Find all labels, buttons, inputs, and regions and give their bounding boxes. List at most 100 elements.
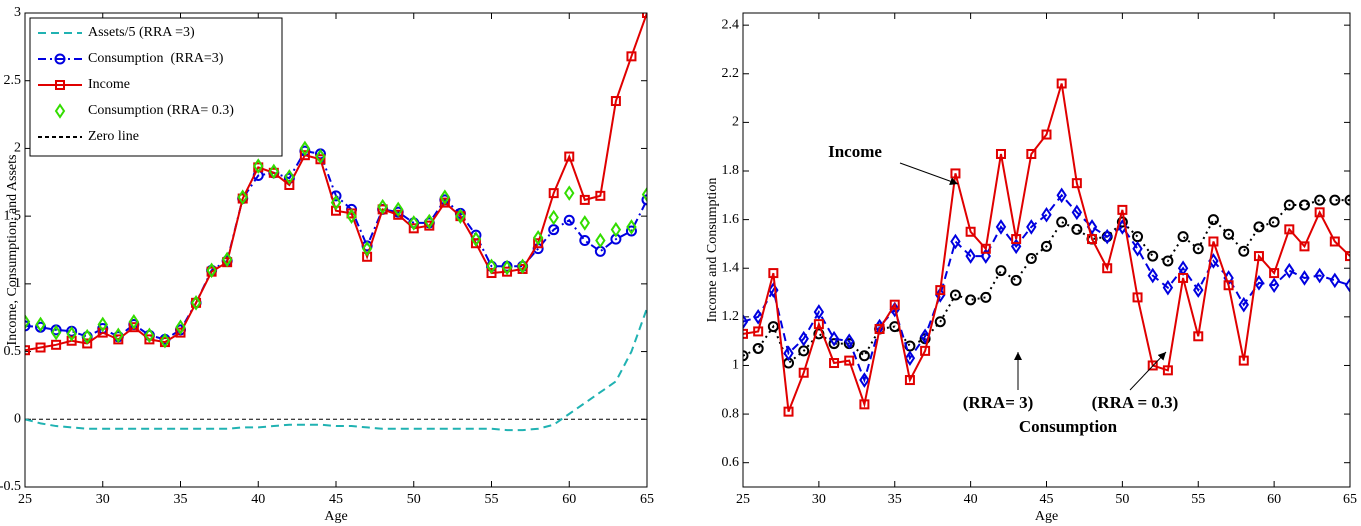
marker (1192, 243, 1204, 255)
marker (362, 251, 373, 262)
marker (564, 185, 575, 201)
marker (315, 148, 326, 165)
y-tick-label: 0 (14, 412, 21, 427)
y-axis-label: Income and Consumption (705, 178, 720, 323)
marker (743, 350, 749, 362)
marker (752, 342, 764, 354)
marker (768, 268, 779, 279)
marker (1162, 279, 1174, 296)
y-tick-label: 0.6 (722, 455, 740, 470)
marker (113, 334, 124, 345)
y-tick-label: 0.8 (722, 406, 740, 421)
marker (1147, 267, 1158, 284)
marker (1041, 206, 1052, 223)
legend-label: Income (88, 77, 130, 92)
x-tick-label: 40 (964, 492, 978, 507)
marker (284, 179, 295, 190)
x-tick-label: 40 (251, 492, 265, 507)
marker (828, 338, 840, 350)
y-tick-label: 0.5 (4, 344, 22, 359)
marker (610, 96, 621, 107)
x-tick-label: 35 (174, 492, 188, 507)
marker (595, 190, 606, 201)
marker (1056, 78, 1067, 89)
y-tick-label: 3 (14, 5, 21, 20)
marker (1162, 365, 1173, 376)
marker (965, 248, 976, 264)
marker (35, 316, 46, 333)
marker (81, 328, 93, 345)
marker (904, 375, 915, 386)
marker (753, 326, 764, 337)
marker (1117, 204, 1128, 215)
plot-area (743, 78, 1350, 417)
marker (486, 258, 497, 275)
marker (1299, 241, 1310, 252)
marker (995, 219, 1007, 235)
marker (144, 327, 155, 344)
marker (175, 319, 186, 335)
marker (1238, 296, 1249, 313)
series-line (743, 193, 1350, 384)
series-line (743, 83, 1350, 413)
marker (377, 198, 388, 215)
y-tick-label: 1.2 (722, 309, 740, 324)
marker (97, 316, 108, 333)
y-tick-label: 2 (732, 115, 739, 130)
marker (610, 221, 622, 238)
x-tick-label: 35 (888, 492, 902, 507)
marker (439, 197, 450, 208)
marker (1147, 250, 1159, 262)
x-tick-label: 50 (1115, 492, 1129, 507)
x-tick-label: 30 (812, 492, 826, 507)
y-tick-label: 1.4 (722, 260, 740, 275)
y-axis-label: Income, Consumption, and Assets (5, 155, 20, 346)
x-tick-label: 25 (736, 492, 750, 507)
annotation-arrow (1129, 351, 1167, 391)
marker (1284, 262, 1295, 279)
marker (1010, 238, 1022, 255)
marker (743, 313, 749, 330)
marker (1329, 236, 1340, 247)
marker (1132, 231, 1144, 243)
legend-marker (54, 103, 66, 119)
marker (66, 335, 77, 346)
x-tick-label: 65 (1343, 492, 1357, 507)
x-axis-label: Age (324, 509, 347, 524)
annotation: (RRA= 3) (963, 393, 1034, 412)
y-tick-label: 2.4 (722, 17, 740, 32)
marker (1207, 214, 1219, 226)
marker (950, 233, 961, 250)
marker (625, 225, 637, 237)
marker (1041, 129, 1052, 140)
x-tick-label: 55 (485, 492, 499, 507)
marker (221, 251, 233, 268)
x-tick-label: 30 (96, 492, 110, 507)
marker (439, 189, 451, 205)
marker (935, 285, 946, 296)
marker (1162, 255, 1174, 267)
x-tick-label: 25 (18, 492, 32, 507)
marker (949, 289, 961, 301)
plot-frame (24, 12, 648, 488)
marker (743, 328, 748, 339)
marker (1147, 360, 1158, 371)
marker (1086, 219, 1098, 235)
marker (299, 140, 311, 157)
marker (128, 313, 140, 330)
marker (935, 287, 946, 303)
marker (1116, 216, 1128, 228)
marker (980, 248, 992, 264)
marker (980, 291, 992, 303)
marker (904, 350, 916, 366)
marker (564, 151, 575, 162)
y-tick-label: 1.6 (722, 212, 740, 227)
marker (237, 189, 248, 205)
marker (1208, 236, 1219, 247)
marker (1025, 253, 1037, 265)
marker (641, 194, 647, 206)
marker (767, 321, 779, 333)
marker (1178, 272, 1189, 283)
y-tick-label: -0.5 (0, 479, 21, 494)
marker (595, 232, 606, 249)
